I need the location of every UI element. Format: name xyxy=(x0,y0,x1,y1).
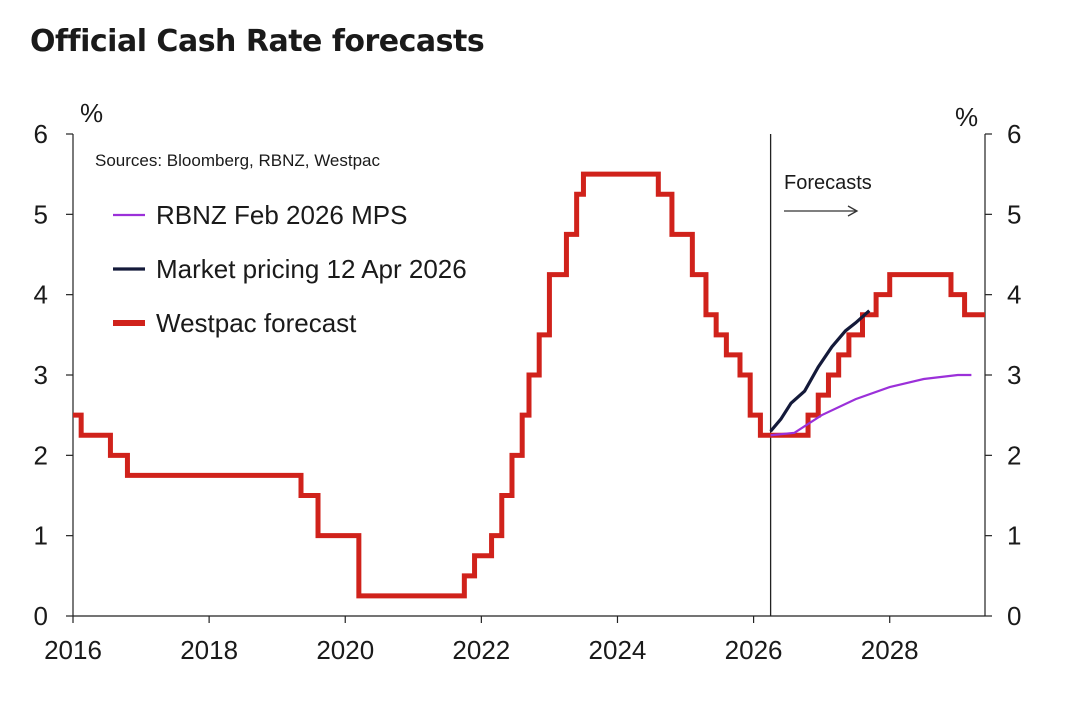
y-tick-label-left: 2 xyxy=(34,440,48,470)
legend-label: Westpac forecast xyxy=(156,308,357,338)
y-tick-label-left: 5 xyxy=(34,199,48,229)
forecast-arrow-icon xyxy=(847,205,859,217)
chart-legend: RBNZ Feb 2026 MPS Market pricing 12 Apr 2… xyxy=(113,200,467,338)
y-tick-label-right: 3 xyxy=(1007,360,1021,390)
forecast-annotation: Forecasts xyxy=(784,172,872,217)
x-tick-label: 2028 xyxy=(861,635,919,665)
left-axis-unit: % xyxy=(80,98,103,128)
y-tick-label-right: 2 xyxy=(1007,440,1021,470)
series-line-rbnz-feb-2026-mps xyxy=(770,373,972,437)
x-tick-label: 2020 xyxy=(316,635,374,665)
right-axis-unit: % xyxy=(955,102,978,132)
forecast-annotation-label: Forecasts xyxy=(784,172,872,194)
y-tick-label-right: 0 xyxy=(1007,601,1021,631)
y-tick-label-left: 0 xyxy=(34,601,48,631)
source-note: Sources: Bloomberg, RBNZ, Westpac xyxy=(95,151,381,170)
x-tick-label: 2016 xyxy=(44,635,102,665)
y-tick-label-right: 1 xyxy=(1007,521,1021,551)
y-tick-label-left: 3 xyxy=(34,360,48,390)
y-tick-label-left: 1 xyxy=(34,521,48,551)
x-tick-label: 2022 xyxy=(452,635,510,665)
y-tick-label-right: 6 xyxy=(1007,119,1021,149)
y-tick-label-left: 6 xyxy=(34,119,48,149)
series-line-market-pricing-12-apr-2026 xyxy=(769,309,871,433)
y-tick-label-right: 4 xyxy=(1007,280,1021,310)
y-tick-label-left: 4 xyxy=(34,280,48,310)
chart-title: Official Cash Rate forecasts xyxy=(30,24,485,59)
legend-label: Market pricing 12 Apr 2026 xyxy=(156,254,467,284)
x-tick-label: 2024 xyxy=(589,635,647,665)
chart-axes: 0 0 1 1 2 2 3 3 4 4 5 5 6 6 2016 2018 2020 2022 2024 2026 20… xyxy=(34,119,1022,665)
x-tick-label: 2018 xyxy=(180,635,238,665)
chart-series xyxy=(73,171,985,599)
x-tick-label: 2026 xyxy=(725,635,783,665)
series-line-westpac-forecast xyxy=(73,171,985,599)
legend-label: RBNZ Feb 2026 MPS xyxy=(156,200,407,230)
y-tick-label-right: 5 xyxy=(1007,199,1021,229)
